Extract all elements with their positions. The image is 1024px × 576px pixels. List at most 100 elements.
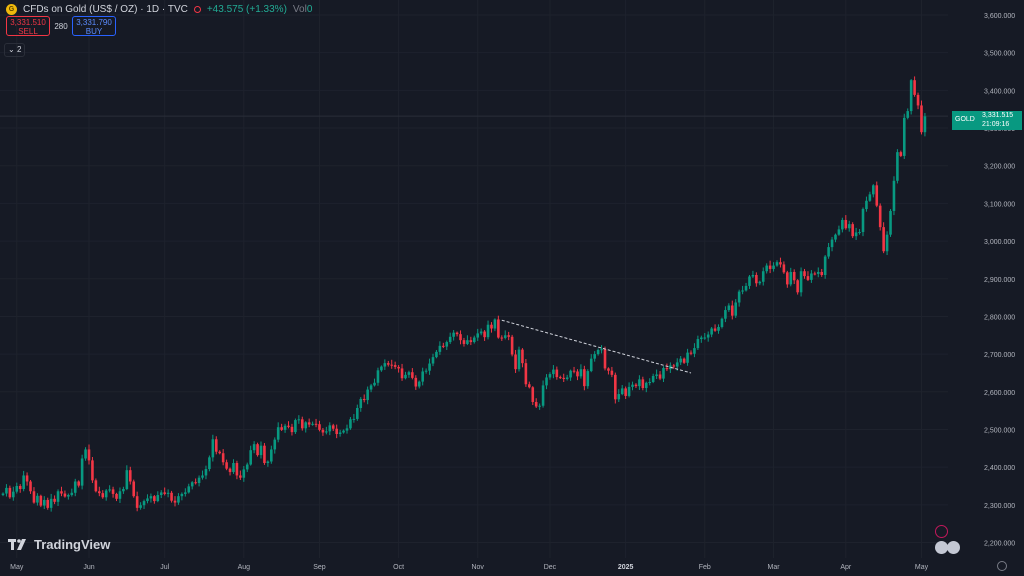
candle bbox=[221, 453, 225, 463]
candle bbox=[600, 349, 603, 351]
spread-value: 280 bbox=[54, 21, 68, 31]
settings-gear-icon[interactable] bbox=[997, 561, 1007, 571]
candle bbox=[528, 384, 531, 388]
candle bbox=[710, 328, 713, 335]
candle bbox=[847, 224, 851, 229]
candle bbox=[304, 422, 308, 429]
candle bbox=[455, 332, 459, 335]
time-axis[interactable]: May Jun Jul Aug Sep Oct Nov Dec 2025 Feb Mar Apr May bbox=[10, 564, 928, 571]
candle bbox=[651, 375, 655, 383]
price-tag-symbol: GOLD bbox=[955, 116, 975, 123]
volume-value: 0 bbox=[306, 3, 313, 15]
dividend-marker-icon[interactable] bbox=[935, 541, 948, 554]
candle bbox=[438, 345, 442, 352]
sell-button[interactable]: 3,331.510 SELL bbox=[6, 16, 50, 36]
tradingview-logo[interactable]: TradingView bbox=[8, 537, 110, 552]
gold-coin-icon: G bbox=[6, 3, 17, 15]
trendline[interactable] bbox=[501, 319, 692, 374]
candle bbox=[614, 374, 617, 400]
candle bbox=[345, 428, 349, 431]
candle bbox=[490, 324, 493, 329]
candle bbox=[390, 364, 394, 366]
candle bbox=[734, 302, 738, 316]
price-grid bbox=[0, 0, 948, 558]
candle bbox=[576, 371, 579, 377]
candle bbox=[476, 333, 480, 338]
candle bbox=[868, 194, 872, 201]
candle bbox=[541, 385, 545, 406]
candle bbox=[865, 200, 868, 210]
buy-button[interactable]: 3,331.790 BUY bbox=[72, 16, 116, 36]
candle bbox=[579, 369, 583, 377]
candle bbox=[104, 490, 108, 498]
candle bbox=[63, 493, 67, 497]
candle bbox=[906, 111, 910, 118]
candle bbox=[558, 377, 562, 379]
candle bbox=[393, 365, 397, 367]
y-tick-label: 3,100.000 bbox=[984, 201, 1015, 208]
candle bbox=[665, 368, 669, 370]
candle bbox=[772, 265, 775, 269]
candle bbox=[70, 492, 74, 496]
candle bbox=[493, 319, 497, 329]
candle bbox=[830, 239, 834, 248]
candle bbox=[18, 486, 22, 490]
x-tick-label: Apr bbox=[840, 564, 852, 571]
indicators-collapse-button[interactable]: ⌄ 2 bbox=[4, 43, 26, 57]
candle bbox=[118, 491, 122, 499]
x-tick-label: Dec bbox=[544, 564, 557, 571]
candle bbox=[359, 398, 363, 409]
candle bbox=[369, 385, 373, 390]
candle bbox=[173, 500, 177, 503]
candle bbox=[445, 342, 449, 347]
candle bbox=[896, 152, 899, 181]
price-axis[interactable]: 2,200.000 2,300.000 2,400.000 2,500.000 2,60… bbox=[984, 13, 1015, 548]
candle bbox=[469, 340, 473, 343]
candle bbox=[693, 348, 696, 354]
candle bbox=[84, 449, 87, 459]
candle bbox=[662, 368, 665, 379]
symbol-title[interactable]: CFDs on Gold (US$ / OZ) · 1D · TVC bbox=[23, 3, 188, 15]
candle bbox=[67, 495, 70, 497]
candle bbox=[872, 185, 875, 195]
x-tick-label: Jul bbox=[160, 564, 169, 571]
candle bbox=[290, 426, 294, 433]
candle-series bbox=[1, 76, 927, 512]
candle bbox=[720, 318, 724, 327]
candle bbox=[122, 489, 125, 492]
candle bbox=[362, 398, 366, 401]
candle bbox=[338, 432, 342, 435]
y-tick-label: 3,600.000 bbox=[984, 13, 1015, 20]
candle bbox=[730, 305, 734, 316]
candle bbox=[483, 331, 486, 338]
candle bbox=[531, 387, 535, 402]
candle bbox=[658, 374, 662, 379]
candle bbox=[799, 271, 803, 293]
candle bbox=[562, 377, 566, 379]
candle bbox=[132, 481, 136, 497]
candle bbox=[91, 460, 94, 481]
dividend-marker-icon[interactable] bbox=[947, 541, 960, 554]
candle bbox=[486, 324, 490, 338]
x-tick-label: Sep bbox=[313, 564, 326, 571]
event-flag-icon[interactable] bbox=[935, 525, 948, 538]
buy-price: 3,331.790 bbox=[76, 18, 112, 27]
trading-view-logo-icon bbox=[8, 538, 26, 550]
candle bbox=[466, 340, 469, 344]
candle bbox=[448, 336, 452, 343]
candle bbox=[335, 428, 338, 435]
candle bbox=[899, 152, 903, 156]
candle bbox=[29, 481, 32, 492]
candle bbox=[841, 219, 844, 230]
candle bbox=[280, 427, 283, 430]
candle bbox=[73, 481, 77, 493]
candle bbox=[816, 271, 820, 274]
candle bbox=[77, 481, 80, 486]
candle bbox=[607, 368, 610, 371]
candle bbox=[514, 354, 517, 370]
candle bbox=[342, 430, 345, 433]
candle bbox=[916, 94, 920, 106]
candle bbox=[913, 80, 916, 95]
